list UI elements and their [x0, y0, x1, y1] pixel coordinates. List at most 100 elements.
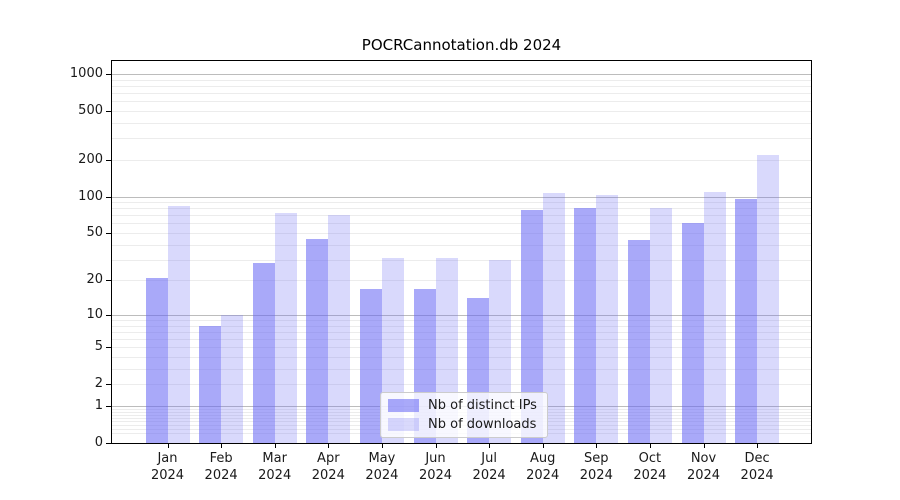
y-tick-mark [106, 196, 111, 198]
y-tick-label: 5 [94, 339, 103, 355]
plot-area: Nb of distinct IPs Nb of downloads [111, 60, 812, 444]
minor-gridline [112, 215, 811, 217]
y-tick-mark [106, 314, 111, 316]
legend-label-distinct-ips: Nb of distinct IPs [428, 398, 537, 413]
x-tick-mark [167, 443, 169, 448]
y-tick-mark [106, 73, 111, 75]
y-tick-label: 10 [86, 306, 103, 322]
legend-swatch-distinct-ips [388, 399, 419, 412]
minor-gridline [112, 138, 811, 140]
y-tick-mark [106, 280, 111, 282]
minor-gridline [112, 208, 811, 210]
x-tick-label: Jul 2024 [472, 451, 506, 483]
bar-distinct-ips-apr [306, 238, 329, 443]
minor-gridline [112, 79, 811, 81]
y-tick-label: 1000 [69, 65, 103, 81]
legend-label-downloads: Nb of downloads [428, 417, 537, 432]
minor-gridline [112, 384, 811, 386]
legend-item-downloads: Nb of downloads [388, 417, 539, 432]
bar-downloads-sep [596, 194, 619, 443]
chart-title: POCRCannotation.db 2024 [361, 36, 562, 54]
bar-downloads-aug [542, 192, 565, 443]
x-tick-mark [328, 443, 330, 448]
bar-downloads-jan [167, 205, 190, 443]
x-tick-label: Aug 2024 [526, 451, 560, 483]
bar-distinct-ips-feb [199, 325, 222, 443]
minor-gridline [112, 223, 811, 225]
x-tick-label: Jan 2024 [150, 451, 185, 483]
x-tick-mark [649, 443, 651, 448]
x-tick-label: Jun 2024 [418, 451, 453, 483]
x-tick-mark [435, 443, 437, 448]
x-tick-label: Nov 2024 [686, 451, 721, 483]
minor-gridline [112, 159, 811, 161]
bar-distinct-ips-sep [574, 207, 597, 443]
y-tick-mark [106, 406, 111, 407]
y-tick-label: 0 [94, 435, 103, 450]
bar-downloads-oct [649, 208, 672, 443]
x-tick-mark [489, 443, 491, 448]
minor-gridline [112, 122, 811, 124]
minor-gridline [112, 325, 811, 327]
y-tick-mark [106, 384, 111, 386]
y-tick-label: 50 [86, 225, 103, 240]
x-tick-label: May 2024 [365, 451, 399, 483]
minor-gridline [112, 110, 811, 112]
y-tick-mark [106, 347, 111, 349]
bar-distinct-ips-mar [252, 263, 275, 443]
y-tick-label: 500 [78, 102, 103, 118]
bar-distinct-ips-dec [735, 199, 758, 443]
y-tick-mark [106, 110, 111, 112]
legend-item-distinct-ips: Nb of distinct IPs [388, 398, 539, 413]
y-tick-mark [106, 443, 111, 444]
minor-gridline [112, 357, 811, 358]
minor-gridline [112, 85, 811, 87]
legend-swatch-downloads [388, 418, 419, 431]
bar-downloads-apr [328, 215, 351, 443]
legend: Nb of distinct IPs Nb of downloads [380, 392, 548, 438]
minor-gridline [112, 320, 811, 321]
bars-layer [112, 61, 811, 443]
minor-gridline [112, 368, 811, 370]
x-tick-mark [381, 443, 383, 448]
y-tick-mark [106, 233, 111, 234]
y-tick-mark [106, 159, 111, 161]
x-tick-mark [542, 443, 544, 448]
x-tick-mark [703, 443, 705, 448]
minor-gridline [112, 93, 811, 94]
x-tick-label: Sep 2024 [579, 451, 613, 483]
bar-distinct-ips-may [359, 288, 382, 443]
bar-downloads-nov [703, 191, 726, 443]
minor-gridline [112, 202, 811, 203]
bar-downloads-dec [757, 154, 780, 443]
bar-distinct-ips-nov [681, 223, 704, 443]
x-tick-label: Oct 2024 [633, 451, 667, 483]
x-tick-label: Dec 2024 [740, 451, 774, 483]
major-gridline [112, 314, 811, 316]
y-tick-label: 100 [78, 188, 103, 204]
minor-gridline [112, 233, 811, 234]
y-tick-label: 20 [86, 272, 103, 288]
minor-gridline [112, 347, 811, 349]
y-tick-label: 200 [78, 151, 103, 167]
minor-gridline [112, 339, 811, 340]
bar-distinct-ips-oct [627, 239, 650, 443]
x-tick-mark [274, 443, 276, 448]
y-tick-label: 2 [94, 376, 103, 392]
bar-downloads-feb [221, 314, 244, 443]
minor-gridline [112, 259, 811, 261]
x-tick-mark [221, 443, 223, 448]
x-tick-mark [757, 443, 759, 448]
y-tick-label: 1 [94, 398, 103, 413]
minor-gridline [112, 244, 811, 246]
minor-gridline [112, 280, 811, 282]
x-tick-label: Apr 2024 [311, 451, 345, 483]
major-gridline [112, 73, 811, 75]
x-tick-mark [596, 443, 598, 448]
major-gridline [112, 196, 811, 198]
bar-distinct-ips-aug [520, 210, 543, 443]
minor-gridline [112, 101, 811, 103]
